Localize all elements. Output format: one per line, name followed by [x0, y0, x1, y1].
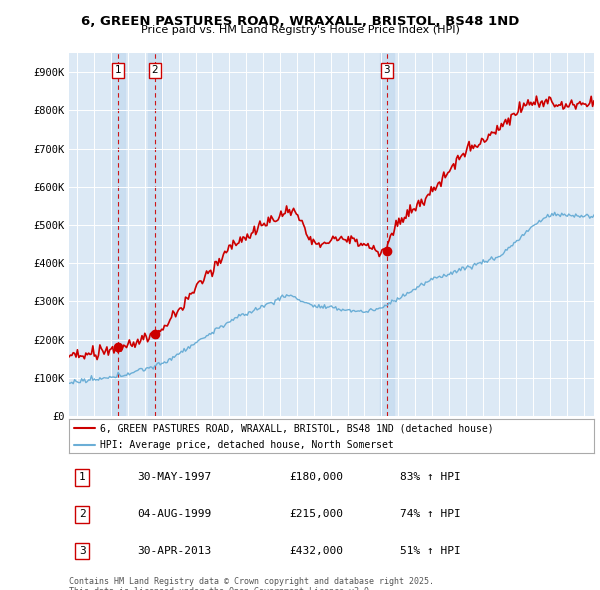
Text: 6, GREEN PASTURES ROAD, WRAXALL, BRISTOL, BS48 1ND: 6, GREEN PASTURES ROAD, WRAXALL, BRISTOL…	[81, 15, 519, 28]
Text: Contains HM Land Registry data © Crown copyright and database right 2025.
This d: Contains HM Land Registry data © Crown c…	[69, 577, 434, 590]
Text: 3: 3	[79, 546, 86, 556]
Bar	[148, 53, 161, 416]
Text: 2: 2	[79, 509, 86, 519]
Text: 04-AUG-1999: 04-AUG-1999	[137, 509, 212, 519]
Text: 30-MAY-1997: 30-MAY-1997	[137, 473, 212, 483]
Text: 51% ↑ HPI: 51% ↑ HPI	[400, 546, 461, 556]
Text: 2: 2	[152, 65, 158, 76]
Text: 30-APR-2013: 30-APR-2013	[137, 546, 212, 556]
Text: 3: 3	[383, 65, 390, 76]
Text: £215,000: £215,000	[290, 509, 343, 519]
Text: 74% ↑ HPI: 74% ↑ HPI	[400, 509, 461, 519]
Bar	[380, 53, 394, 416]
Text: £432,000: £432,000	[290, 546, 343, 556]
Text: 83% ↑ HPI: 83% ↑ HPI	[400, 473, 461, 483]
Text: 1: 1	[115, 65, 122, 76]
Text: Price paid vs. HM Land Registry's House Price Index (HPI): Price paid vs. HM Land Registry's House …	[140, 25, 460, 35]
Text: 6, GREEN PASTURES ROAD, WRAXALL, BRISTOL, BS48 1ND (detached house): 6, GREEN PASTURES ROAD, WRAXALL, BRISTOL…	[101, 424, 494, 434]
Text: £180,000: £180,000	[290, 473, 343, 483]
Bar	[112, 53, 125, 416]
Text: 1: 1	[79, 473, 86, 483]
Text: HPI: Average price, detached house, North Somerset: HPI: Average price, detached house, Nort…	[101, 440, 394, 450]
